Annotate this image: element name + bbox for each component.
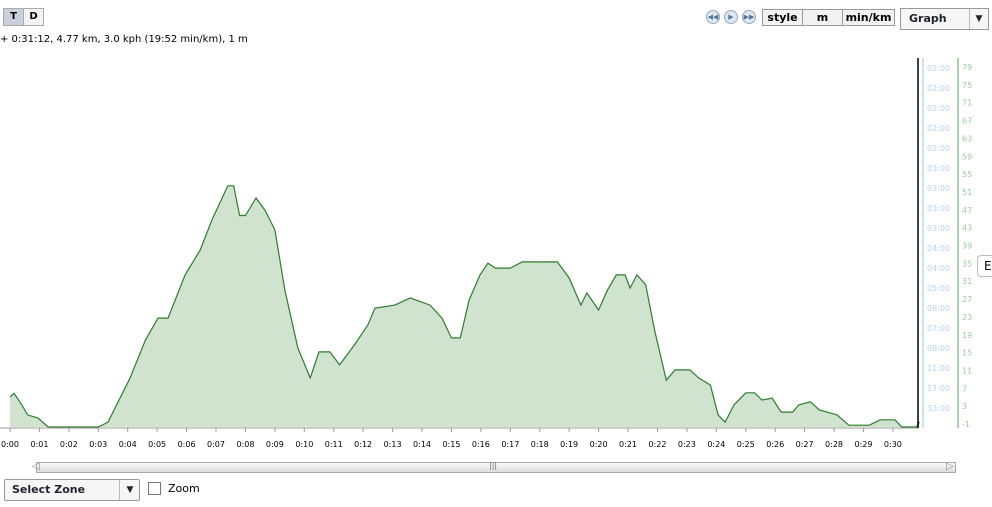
pace-tick-label: 07:00 xyxy=(927,324,950,333)
x-tick-label: 0:03 xyxy=(89,440,107,449)
elevation-tick-label: 55 xyxy=(962,170,972,179)
pace-tick-label: 02:00 xyxy=(927,144,950,153)
x-tick-label: 0:15 xyxy=(442,440,460,449)
elevation-tick-label: 35 xyxy=(962,259,972,268)
elevation-tick-label: 23 xyxy=(962,313,972,322)
elevation-tick-label: 19 xyxy=(962,331,972,340)
elevation-tick-label: 27 xyxy=(962,295,972,304)
view-select-value: Graph xyxy=(909,12,947,25)
elevation-tick-label: 71 xyxy=(962,99,972,108)
x-tick-label: 0:02 xyxy=(60,440,78,449)
pace-tick-label: 17:00 xyxy=(927,384,950,393)
x-tick-label: 0:09 xyxy=(266,440,284,449)
range-right-handle[interactable]: ▷ xyxy=(946,461,954,472)
pace-tick-label: 02:00 xyxy=(927,104,950,113)
elevation-tick-label: 51 xyxy=(962,188,972,197)
pace-tick-label: 06:00 xyxy=(927,304,950,313)
pace-tick-label: 11:00 xyxy=(927,364,950,373)
zone-select-value: Select Zone xyxy=(12,483,86,496)
pace-tick-label: 08:00 xyxy=(927,344,950,353)
x-tick-label: 0:01 xyxy=(30,440,48,449)
x-tick-label: 0:13 xyxy=(384,440,402,449)
pace-tick-label: 03:00 xyxy=(927,184,950,193)
pace-tick-label: 33:00 xyxy=(927,404,950,413)
rewind-icon[interactable]: ◀◀ xyxy=(706,10,720,24)
pace-tick-label: 04:00 xyxy=(927,264,950,273)
x-tick-label: 0:20 xyxy=(590,440,608,449)
style-button[interactable]: style xyxy=(762,9,803,26)
pace-tick-label: 03:00 xyxy=(927,204,950,213)
x-tick-label: 0:28 xyxy=(825,440,843,449)
pace-tick-label: 02:00 xyxy=(927,124,950,133)
x-tick-label: 0:24 xyxy=(707,440,725,449)
unit-button[interactable]: m xyxy=(802,9,843,26)
x-tick-label: 0:26 xyxy=(766,440,784,449)
x-tick-label: 0:23 xyxy=(678,440,696,449)
elevation-tick-label: 75 xyxy=(962,81,972,90)
elevation-tick-label: 11 xyxy=(962,366,972,375)
pace-button[interactable]: min/km xyxy=(842,9,895,26)
elevation-tick-label: 3 xyxy=(962,402,967,411)
elevation-line xyxy=(9,185,920,428)
elevation-tick-label: 15 xyxy=(962,349,972,358)
chevron-down-icon: ▼ xyxy=(119,480,140,500)
x-tick-label: 0:17 xyxy=(501,440,519,449)
zone-select[interactable]: Select Zone ▼ xyxy=(4,479,140,501)
pace-tick-label: 04:00 xyxy=(927,244,950,253)
x-tick-label: 0:05 xyxy=(148,440,166,449)
x-tick-label: 0:29 xyxy=(854,440,872,449)
x-tick-label: 0:30 xyxy=(884,440,902,449)
elevation-tick-label: 67 xyxy=(962,117,972,126)
elevation-tick-label: 39 xyxy=(962,242,972,251)
fast-forward-icon[interactable]: ▶▶ xyxy=(742,10,756,24)
x-tick-label: 0:10 xyxy=(295,440,313,449)
elevation-area xyxy=(10,185,920,427)
pace-tick-label: 05:00 xyxy=(927,284,950,293)
range-left-handle[interactable]: ◁ xyxy=(32,461,40,472)
play-icon[interactable]: ▶ xyxy=(724,10,738,24)
x-tick-label: 0:22 xyxy=(648,440,666,449)
x-tick-label: 0:16 xyxy=(472,440,490,449)
pace-tick-label: 03:00 xyxy=(927,164,950,173)
scrollbar-grip-icon[interactable]: ||| xyxy=(489,461,498,470)
side-tab[interactable]: E xyxy=(977,255,992,277)
range-scrollbar[interactable]: ||| xyxy=(36,461,956,473)
chevron-down-icon: ▼ xyxy=(969,9,988,29)
x-tick-label: 0:14 xyxy=(413,440,431,449)
pace-tick-label: 02:00 xyxy=(927,84,950,93)
elevation-tick-label: 59 xyxy=(962,152,972,161)
view-select[interactable]: Graph ▼ xyxy=(900,8,989,30)
elevation-tick-label: 7 xyxy=(962,384,967,393)
pace-tick-label: 03:00 xyxy=(927,224,950,233)
x-tick-label: 0:12 xyxy=(354,440,372,449)
x-tick-label: 0:00 xyxy=(1,440,19,449)
x-tick-label: 0:08 xyxy=(236,440,254,449)
x-tick-label: 0:19 xyxy=(560,440,578,449)
zoom-label: Zoom xyxy=(168,482,200,495)
x-tick-label: 0:06 xyxy=(178,440,196,449)
elevation-tick-label: 79 xyxy=(962,63,972,72)
x-tick-label: 0:21 xyxy=(619,440,637,449)
zoom-checkbox[interactable] xyxy=(148,482,161,495)
elevation-tick-label: 47 xyxy=(962,206,972,215)
summary-text: + 0:31:12, 4.77 km, 3.0 kph (19:52 min/k… xyxy=(0,34,248,45)
pace-tick-label: 02:00 xyxy=(927,64,950,73)
x-tick-label: 0:25 xyxy=(737,440,755,449)
elevation-tick-label: 63 xyxy=(962,134,972,143)
distance-mode-button[interactable]: D xyxy=(23,8,44,26)
x-tick-label: 0:27 xyxy=(796,440,814,449)
elevation-tick-label: -1 xyxy=(962,420,970,429)
elevation-tick-label: 31 xyxy=(962,277,972,286)
x-tick-label: 0:18 xyxy=(531,440,549,449)
x-tick-label: 0:04 xyxy=(119,440,137,449)
x-tick-label: 0:07 xyxy=(207,440,225,449)
x-tick-label: 0:11 xyxy=(325,440,343,449)
elevation-tick-label: 43 xyxy=(962,224,972,233)
